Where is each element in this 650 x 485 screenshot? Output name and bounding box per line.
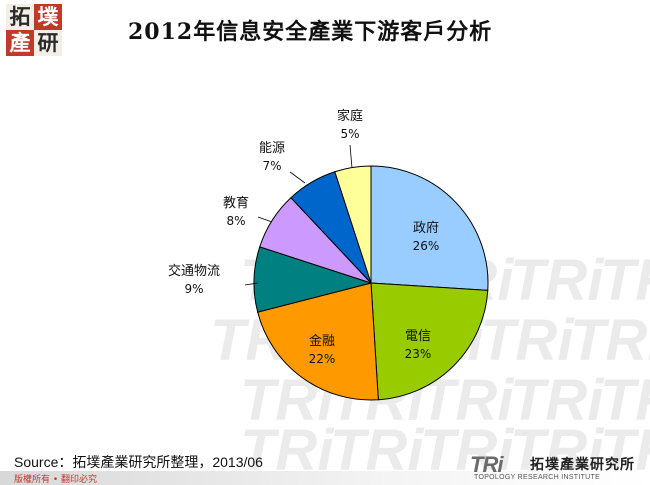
footer-strip (0, 471, 650, 485)
copyright-note: 版權所有 • 翻印必究 (14, 475, 98, 485)
slice-label: 家庭 (337, 108, 363, 124)
source-note: Source：拓墣產業研究所整理，2013/06 (14, 454, 263, 470)
leader-line (257, 216, 273, 223)
slice-label: 交通物流 (168, 263, 220, 279)
slice-label: 教育 (223, 195, 249, 211)
leader-line (289, 171, 306, 184)
tri-logo: TRi 拓墣產業研究所 TOPOLOGY RESEARCH INSTITUTE (470, 452, 645, 484)
chart-title: 2012年信息安全產業下游客戶分析 (128, 19, 493, 45)
pie-slice (257, 282, 379, 401)
pie-slice (370, 165, 489, 291)
leader-line (349, 144, 353, 169)
slice-value-label: 8% (226, 214, 245, 228)
slice-value-label: 9% (184, 282, 203, 296)
watermark-text: TRi (510, 368, 605, 433)
logo-stamp: 拓 墣 產 研 (6, 4, 62, 56)
tri-logo-cn-name: 拓墣產業研究所 (530, 457, 635, 473)
pie-slice (370, 282, 489, 401)
slice-label: 能源 (259, 141, 285, 156)
slice-value-label: 22% (309, 352, 336, 366)
logo-char: 產 (6, 30, 34, 56)
slice-value-label: 7% (262, 159, 281, 173)
slice-value-label: 26% (413, 239, 440, 253)
watermark-text: TRi (600, 248, 650, 313)
slice-label: 電信 (405, 329, 431, 344)
watermark-text: TRi (570, 308, 650, 373)
tri-logo-mark: TRi (470, 452, 503, 477)
slice-label: 政府 (413, 221, 439, 236)
slice-label: 金融 (309, 333, 335, 349)
slice-value-label: 5% (340, 127, 359, 141)
leader-line (244, 282, 259, 286)
pie-slice (334, 165, 372, 284)
slice-value-label: 23% (405, 347, 432, 361)
watermark-text: TRi (600, 368, 650, 433)
watermark-text: TRi (480, 308, 575, 373)
logo-char: 墣 (34, 4, 62, 30)
watermark-text: TRi (510, 248, 605, 313)
tri-logo-en-name: TOPOLOGY RESEARCH INSTITUTE (474, 474, 601, 481)
logo-char: 拓 (6, 4, 34, 30)
logo-char: 研 (34, 30, 62, 56)
